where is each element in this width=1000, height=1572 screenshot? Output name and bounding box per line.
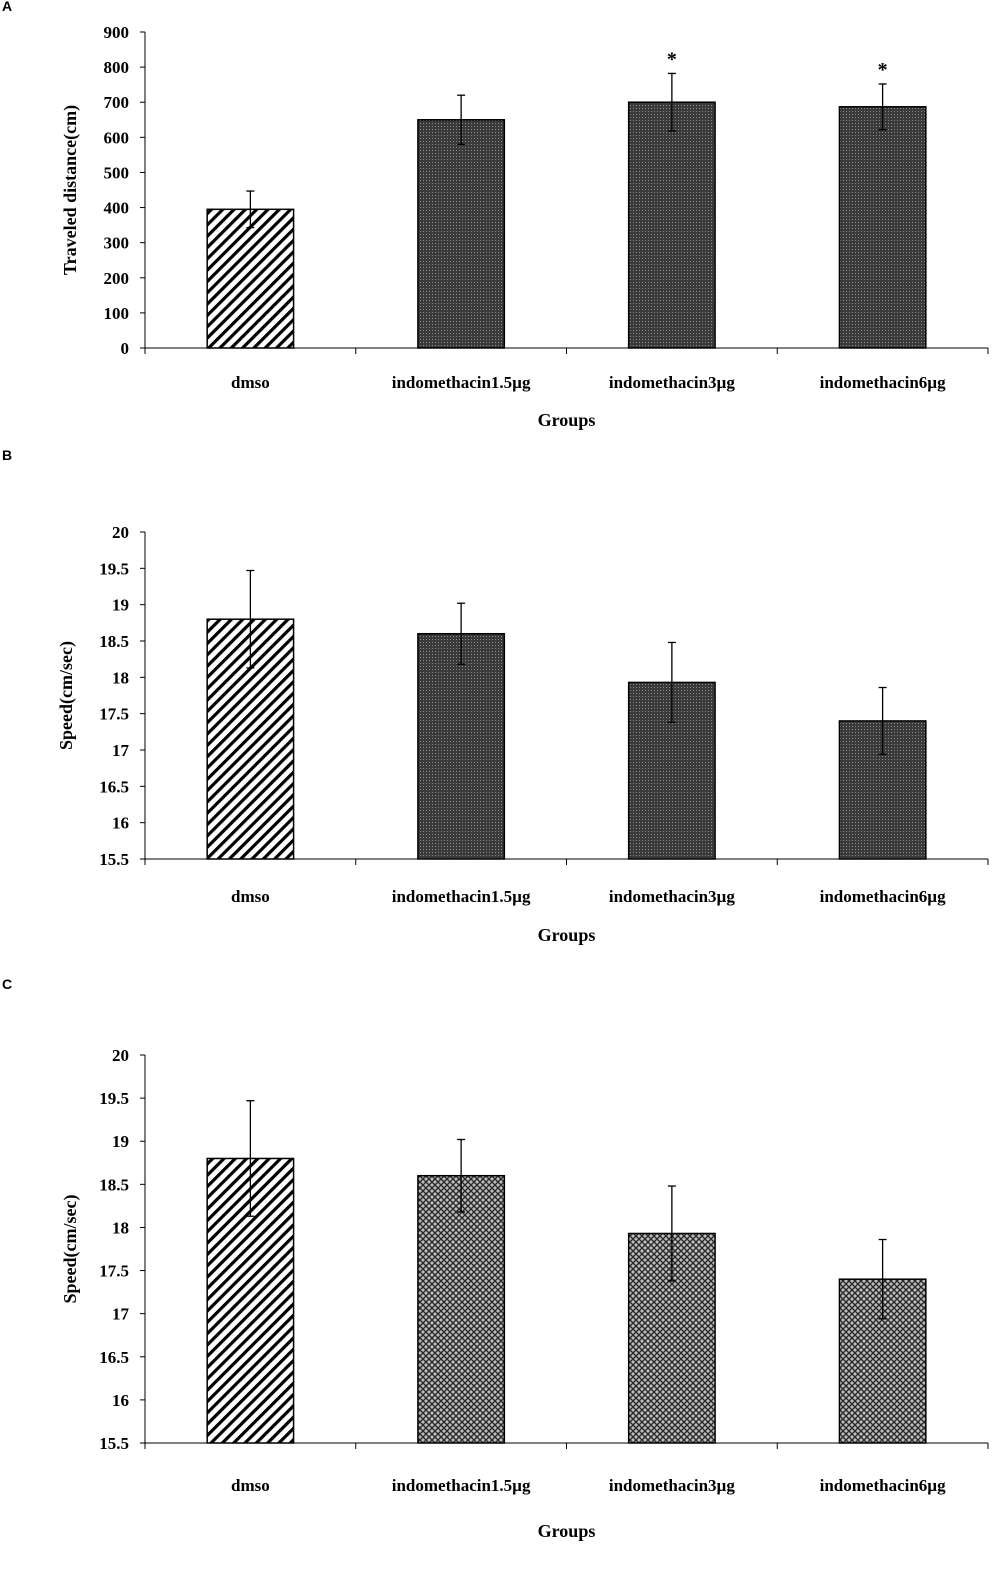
- x-category-label: indomethacin3µg: [609, 887, 735, 906]
- panel-letter: A: [2, 0, 12, 14]
- y-tick-label: 700: [104, 93, 130, 112]
- y-tick-label: 19.5: [99, 559, 129, 578]
- y-tick-label: 17.5: [99, 705, 129, 724]
- y-tick-label: 600: [104, 128, 130, 147]
- y-tick-label: 18: [112, 668, 129, 687]
- chart-panel-c: C 15.5 16 16.5 17 17.5 18 18.5 19 19.5 20 dmso indom…: [2, 976, 989, 1541]
- y-axis-title: Speed(cm/sec): [56, 641, 77, 750]
- significance-marker: *: [667, 48, 677, 70]
- y-tick-label: 16.5: [99, 777, 129, 796]
- chart-panel-b: B 15.5 16 16.5 17 17.5 18 18.5 19 19.5 20 dmso indom…: [2, 447, 989, 945]
- panel-letter: B: [2, 447, 12, 463]
- x-category-label: indomethacin3µg: [609, 1476, 735, 1495]
- y-tick-label: 19.5: [99, 1089, 129, 1108]
- y-tick-label: 17: [112, 741, 130, 760]
- y-tick-label: 15.5: [99, 1434, 129, 1453]
- y-tick-label: 16: [112, 814, 129, 833]
- y-tick-label: 18: [112, 1218, 129, 1237]
- y-axis-title: Speed(cm/sec): [60, 1195, 81, 1304]
- bar-dmso: [206, 208, 295, 349]
- x-category-label: dmso: [231, 373, 270, 392]
- chart-panel-a: A 0 100 200 300 400 500 600 700 800 900 dmso indomet…: [2, 0, 989, 430]
- x-axis-title: Groups: [538, 410, 596, 430]
- y-tick-label: 19: [112, 596, 129, 615]
- x-category-label: indomethacin1.5µg: [392, 373, 531, 392]
- y-axis-title: Traveled distance(cm): [60, 105, 81, 275]
- y-tick-label: 16: [112, 1391, 129, 1410]
- y-tick-label: 18.5: [99, 1175, 129, 1194]
- x-axis-title: Groups: [538, 925, 596, 945]
- x-category-label: dmso: [231, 887, 270, 906]
- y-tick-label: 800: [104, 58, 130, 77]
- panel-letter: C: [2, 976, 12, 992]
- y-tick-label: 17: [112, 1305, 130, 1324]
- x-category-label: indomethacin3µg: [609, 373, 735, 392]
- y-tick-label: 200: [104, 269, 130, 288]
- y-tick-label: 500: [104, 163, 130, 182]
- y-tick-label: 900: [104, 23, 130, 42]
- y-tick-label: 400: [104, 199, 130, 218]
- y-tick-label: 18.5: [99, 632, 129, 651]
- y-tick-label: 20: [112, 523, 129, 542]
- y-tick-label: 300: [104, 234, 130, 253]
- bar-indomethacin6-g: [838, 106, 927, 349]
- y-tick-label: 0: [121, 339, 130, 358]
- significance-marker: *: [878, 59, 888, 81]
- x-category-label: indomethacin6µg: [820, 373, 946, 392]
- x-axis-title: Groups: [538, 1521, 596, 1541]
- y-tick-label: 16.5: [99, 1348, 129, 1367]
- bar-indomethacin1-5-g: [417, 1174, 506, 1444]
- x-category-label: indomethacin6µg: [820, 887, 946, 906]
- x-category-label: dmso: [231, 1476, 270, 1495]
- x-category-label: indomethacin1.5µg: [392, 1476, 531, 1495]
- y-tick-label: 20: [112, 1046, 129, 1065]
- y-tick-label: 100: [104, 304, 130, 323]
- y-tick-label: 15.5: [99, 850, 129, 869]
- bar-indomethacin1-5-g: [417, 632, 506, 860]
- x-category-label: indomethacin6µg: [820, 1476, 946, 1495]
- y-tick-label: 17.5: [99, 1262, 129, 1281]
- bar-indomethacin1-5-g: [417, 119, 506, 349]
- bar-indomethacin3-g: [627, 101, 716, 349]
- x-category-label: indomethacin1.5µg: [392, 887, 531, 906]
- y-tick-label: 19: [112, 1132, 129, 1151]
